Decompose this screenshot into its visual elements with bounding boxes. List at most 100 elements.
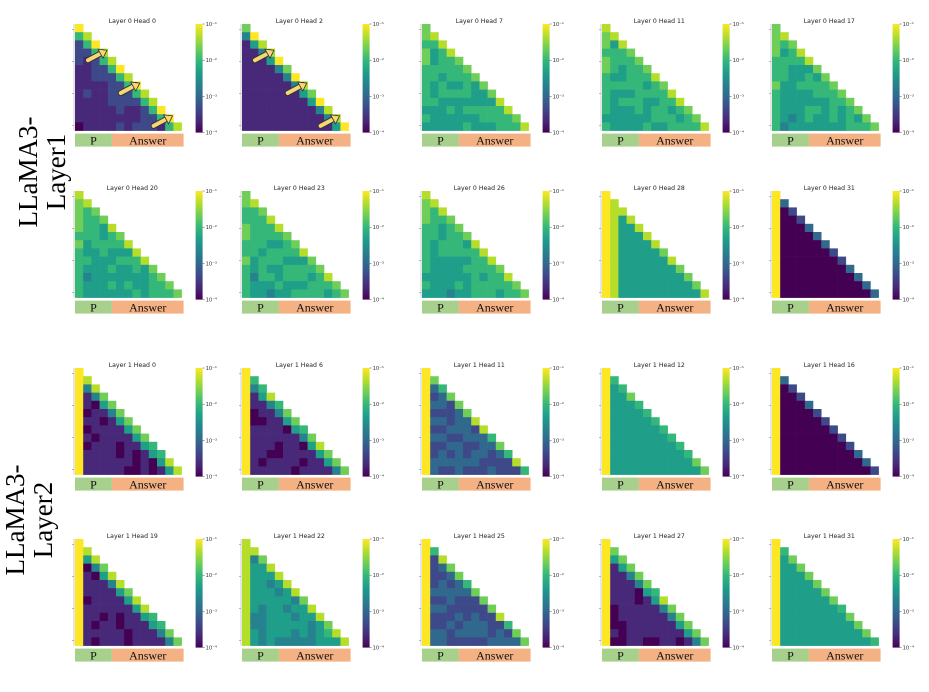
heatmap-cell xyxy=(250,596,259,605)
heatmap-cell xyxy=(692,637,701,646)
heatmap-cell xyxy=(813,264,822,274)
heatmap-cell xyxy=(796,122,806,131)
heatmap-cell xyxy=(430,433,439,443)
heatmap-cell xyxy=(675,621,685,630)
heatmap-cell xyxy=(99,466,109,475)
heatmap-cell xyxy=(626,73,636,82)
heatmap-cell xyxy=(651,604,660,614)
heatmap-cell xyxy=(804,89,814,99)
heatmap-cell xyxy=(821,637,830,646)
heatmap-cell xyxy=(148,441,158,451)
heatmap-cell xyxy=(796,580,806,589)
heatmap-cell xyxy=(75,40,84,49)
heatmap-cell xyxy=(258,81,267,90)
heatmap-cell xyxy=(422,215,431,225)
row-group-label-line: LLaMA3- xyxy=(13,117,43,228)
heatmap-cell xyxy=(643,604,652,614)
prompt-region-bar xyxy=(75,300,112,314)
heatmap-cell xyxy=(634,425,644,434)
heatmap-cell xyxy=(618,240,627,249)
heatmap-cell xyxy=(132,264,141,274)
heatmap-cell xyxy=(684,122,693,131)
heatmap-cell xyxy=(258,555,267,564)
heatmap-cell xyxy=(804,248,814,257)
heatmap-cell xyxy=(821,629,830,638)
heatmap-cell xyxy=(626,232,636,241)
heatmap-cell xyxy=(626,122,636,131)
colorbar-tick-label: 10⁻² xyxy=(206,225,217,231)
heatmap-cell xyxy=(83,458,92,467)
heatmap-cell xyxy=(788,563,797,573)
heatmap-cell xyxy=(659,637,668,646)
heatmap-cell xyxy=(266,563,276,573)
heatmap-cell xyxy=(479,289,488,298)
heatmap-cell xyxy=(422,122,431,131)
heatmap-cell xyxy=(602,604,611,614)
heatmap-cell xyxy=(643,289,652,298)
heatmap-cell xyxy=(659,433,668,443)
heatmap-cell xyxy=(422,425,431,434)
heatmap-cell xyxy=(651,97,660,107)
heatmap-cell xyxy=(438,604,447,614)
heatmap-cell xyxy=(307,637,317,646)
heatmap-cell xyxy=(132,97,141,107)
heatmap-cell xyxy=(75,580,84,589)
heatmap-cell xyxy=(829,289,838,298)
heatmap-cell xyxy=(618,433,627,443)
heatmap-cell xyxy=(91,555,100,564)
heatmap-cell xyxy=(788,207,797,216)
prompt-region-label: P xyxy=(787,649,794,663)
heatmap-cell xyxy=(813,114,822,123)
heatmap-cell xyxy=(283,256,292,266)
heatmap-cell xyxy=(700,466,709,475)
heatmap-cell xyxy=(157,281,166,290)
heatmap-cell xyxy=(602,588,611,597)
heatmap-cell xyxy=(430,637,439,646)
heatmap-cell xyxy=(274,588,284,597)
heatmap-cell xyxy=(659,89,668,99)
prompt-region-label: P xyxy=(90,478,97,492)
heatmap-cell xyxy=(829,637,838,646)
heatmap-cell xyxy=(845,122,855,131)
heatmap-cell xyxy=(780,248,789,257)
heatmap-cell xyxy=(422,539,431,548)
heatmap-cell xyxy=(422,191,431,200)
heatmap-cell xyxy=(242,629,251,638)
colorbar xyxy=(542,24,550,133)
heatmap-cell xyxy=(422,571,431,581)
answer-region-bar xyxy=(278,477,351,491)
heatmap-cell xyxy=(471,281,480,290)
heatmap-cell xyxy=(422,458,431,467)
heatmap-cell xyxy=(862,114,871,123)
heatmap-cell xyxy=(659,106,668,115)
heatmap-cell xyxy=(813,466,822,475)
heatmap-cell xyxy=(250,81,259,90)
heatmap-cell xyxy=(324,629,333,638)
heatmap-cell xyxy=(99,458,109,467)
heatmap-cell xyxy=(772,24,781,33)
heatmap-cell xyxy=(291,122,300,131)
heatmap-cell xyxy=(651,450,660,459)
heatmap-cell xyxy=(813,629,822,638)
heatmap-cell xyxy=(430,97,439,107)
heatmap-cell xyxy=(610,264,619,274)
heatmap-cell xyxy=(99,563,109,573)
heatmap-cell xyxy=(610,571,619,581)
heatmap-cell xyxy=(821,264,830,274)
heatmap-cell xyxy=(454,637,464,646)
heatmap-cell xyxy=(626,56,636,66)
heatmap-cell xyxy=(780,56,789,66)
heatmap-cell xyxy=(274,571,284,581)
heatmap-cell xyxy=(643,450,652,459)
heatmap-cell xyxy=(772,281,781,290)
heatmap-cell xyxy=(116,122,125,131)
heatmap-cell xyxy=(438,596,447,605)
heatmap-cell xyxy=(626,417,636,426)
colorbar-tick-label: 10⁻⁴ xyxy=(903,131,914,137)
heatmap-cell xyxy=(283,458,292,467)
prompt-region-label: P xyxy=(617,301,624,315)
heatmap-cell xyxy=(258,588,267,597)
heatmap-cell xyxy=(821,89,830,99)
heatmap-cell xyxy=(780,207,789,216)
